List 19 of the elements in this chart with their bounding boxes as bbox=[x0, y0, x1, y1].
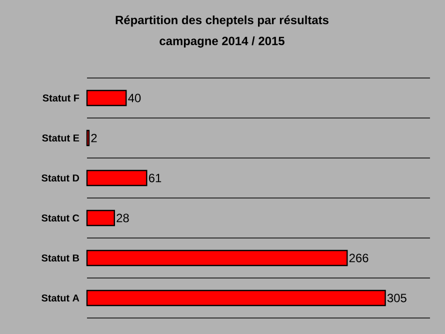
data-label: 28 bbox=[116, 214, 129, 222]
data-label: 266 bbox=[349, 254, 368, 262]
data-label: 40 bbox=[128, 94, 141, 102]
y-tick-label: Statut A bbox=[42, 294, 80, 302]
y-tick-label: Statut C bbox=[42, 214, 80, 222]
bar bbox=[86, 250, 348, 266]
bar bbox=[86, 210, 115, 226]
data-label: 305 bbox=[387, 294, 406, 302]
data-label: 2 bbox=[91, 134, 97, 142]
chart-title: Répartition des cheptels par résultats bbox=[116, 15, 328, 27]
bar bbox=[86, 170, 148, 186]
bar bbox=[86, 290, 386, 306]
bar bbox=[86, 90, 127, 106]
y-tick-label: Statut E bbox=[42, 134, 80, 142]
y-tick-label: Statut B bbox=[42, 254, 80, 262]
data-label: 61 bbox=[148, 174, 162, 182]
y-tick-label: Statut F bbox=[42, 94, 80, 102]
chart-subtitle: campagne 2014 / 2015 bbox=[160, 36, 284, 48]
y-tick-label: Statut D bbox=[42, 174, 80, 182]
